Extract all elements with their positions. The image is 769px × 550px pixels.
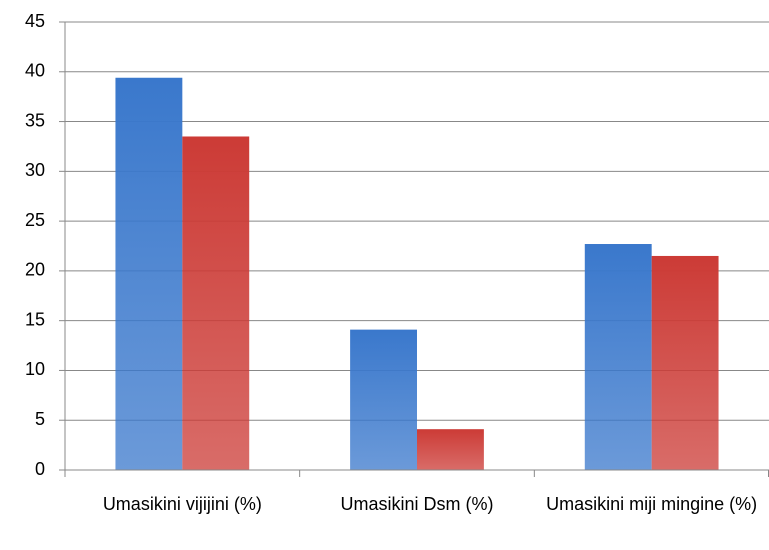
y-tick-label: 10: [25, 359, 45, 379]
x-tick-label: Umasikini miji mingine (%): [546, 494, 758, 514]
bar: [182, 136, 250, 470]
y-tick-label: 15: [25, 309, 45, 329]
y-tick-label: 45: [25, 11, 45, 31]
y-tick-label: 20: [25, 260, 45, 280]
y-tick-label: 25: [25, 210, 45, 230]
bar: [417, 429, 484, 470]
x-tick-label: Umasikini Dsm (%): [340, 494, 494, 514]
y-tick-label: 40: [25, 61, 45, 81]
y-tick-label: 30: [25, 160, 45, 180]
bar: [651, 255, 719, 470]
y-tick-label: 35: [25, 110, 45, 130]
y-tick-label: 5: [35, 409, 45, 429]
bar: [115, 77, 183, 471]
bar: [584, 244, 652, 470]
y-tick-label: 0: [35, 459, 45, 479]
bar: [350, 329, 417, 470]
x-tick-label: Umasikini vijijini (%): [102, 494, 262, 514]
